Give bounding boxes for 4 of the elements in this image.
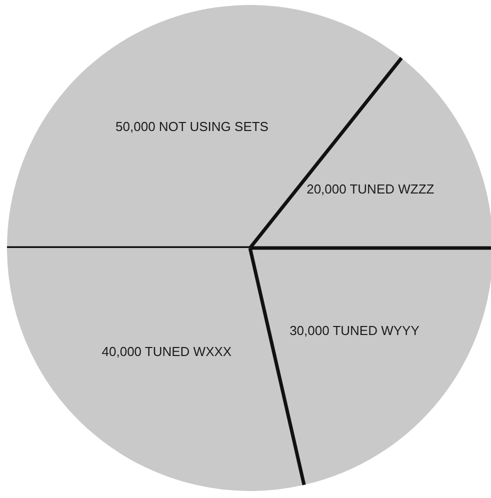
slice-label: 40,000 TUNED WXXX — [102, 344, 232, 359]
slice-label: 20,000 TUNED WZZZ — [306, 181, 434, 196]
slice-label: 50,000 NOT USING SETS — [116, 119, 269, 134]
slice-label: 30,000 TUNED WYYY — [290, 322, 420, 338]
